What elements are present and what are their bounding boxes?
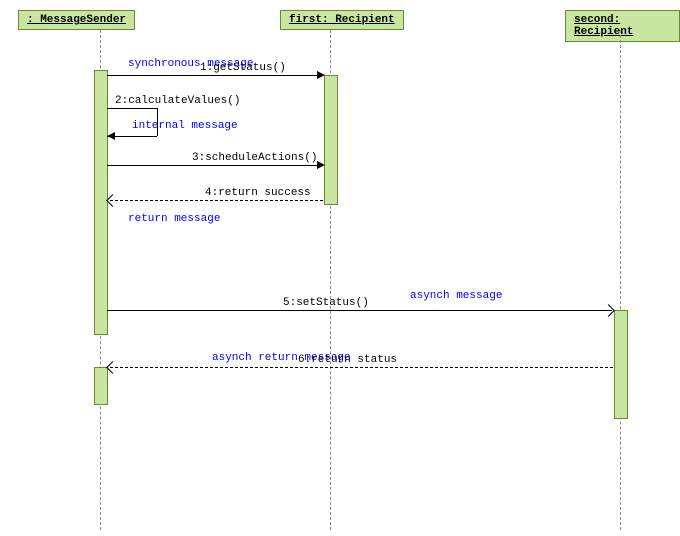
note-asynch: asynch message bbox=[410, 290, 502, 302]
note-return: return message bbox=[128, 213, 220, 225]
note-internal: internal message bbox=[132, 120, 238, 132]
lifeline-second bbox=[620, 30, 621, 530]
msg5-arrow bbox=[602, 304, 615, 317]
msg6-label: 6:return status bbox=[298, 354, 397, 366]
msg2-arrow bbox=[107, 132, 115, 140]
participant-first-recipient: first: Recipient bbox=[280, 10, 404, 30]
activation-second bbox=[614, 310, 628, 419]
msg3-arrow bbox=[317, 161, 325, 169]
msg5-label: 5:setStatus() bbox=[283, 297, 369, 309]
participant-messagesender: : MessageSender bbox=[18, 10, 135, 30]
msg1-label: 1:getStatus() bbox=[200, 62, 286, 74]
msg6-arrow bbox=[106, 361, 119, 374]
msg3-line bbox=[107, 165, 317, 166]
msg2-label: 2:calculateValues() bbox=[115, 95, 240, 107]
msg2-line-top bbox=[107, 108, 157, 109]
msg4-line bbox=[110, 200, 323, 201]
activation-first bbox=[324, 75, 338, 205]
msg1-arrow bbox=[317, 71, 325, 79]
sequence-diagram: : MessageSender first: Recipient second:… bbox=[0, 0, 680, 536]
participant-second-recipient: second: Recipient bbox=[565, 10, 680, 42]
activation-sender-1 bbox=[94, 70, 108, 335]
msg5-line bbox=[107, 310, 612, 311]
msg3-label: 3:scheduleActions() bbox=[192, 152, 317, 164]
msg4-label: 4:return success bbox=[205, 187, 311, 199]
activation-sender-2 bbox=[94, 367, 108, 405]
msg2-line-v bbox=[157, 108, 158, 136]
msg1-line bbox=[107, 75, 317, 76]
msg6-line bbox=[110, 367, 613, 368]
msg4-arrow bbox=[106, 194, 119, 207]
